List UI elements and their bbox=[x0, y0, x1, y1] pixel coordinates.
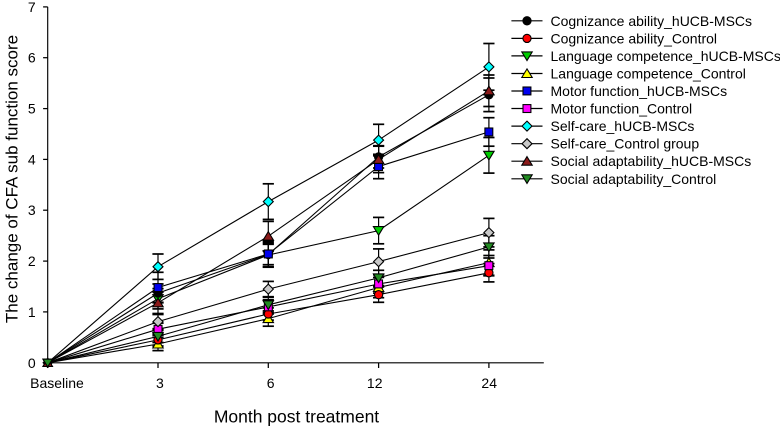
svg-text:Baseline: Baseline bbox=[30, 375, 84, 391]
svg-text:3: 3 bbox=[156, 375, 164, 391]
svg-text:Language competence_Control: Language competence_Control bbox=[551, 66, 746, 82]
svg-text:Cognizance ability_hUCB-MSCs: Cognizance ability_hUCB-MSCs bbox=[551, 13, 753, 29]
svg-text:The change of CFA sub function: The change of CFA sub function score bbox=[3, 35, 22, 323]
svg-text:4: 4 bbox=[28, 151, 36, 167]
svg-text:1: 1 bbox=[28, 304, 36, 320]
svg-text:Cognizance ability_Control: Cognizance ability_Control bbox=[551, 30, 718, 46]
svg-text:5: 5 bbox=[28, 101, 36, 117]
svg-text:3: 3 bbox=[28, 202, 36, 218]
svg-text:Motor function_Control: Motor function_Control bbox=[551, 101, 693, 117]
svg-text:24: 24 bbox=[481, 375, 497, 391]
svg-text:0: 0 bbox=[28, 355, 36, 371]
svg-text:Month post treatment: Month post treatment bbox=[214, 407, 379, 426]
svg-text:Self-care_hUCB-MSCs: Self-care_hUCB-MSCs bbox=[551, 118, 695, 134]
svg-text:Social adaptability_Control: Social adaptability_Control bbox=[551, 171, 717, 187]
svg-text:Social adaptability_hUCB-MSCs: Social adaptability_hUCB-MSCs bbox=[551, 153, 752, 169]
svg-text:Self-care_Control group: Self-care_Control group bbox=[551, 136, 700, 152]
svg-text:2: 2 bbox=[28, 253, 36, 269]
svg-text:12: 12 bbox=[367, 375, 383, 391]
svg-text:6: 6 bbox=[267, 375, 275, 391]
svg-text:6: 6 bbox=[28, 50, 36, 66]
svg-text:Motor function_hUCB-MSCs: Motor function_hUCB-MSCs bbox=[551, 83, 728, 99]
svg-text:Language competence_hUCB-MSCs: Language competence_hUCB-MSCs bbox=[551, 48, 780, 64]
svg-text:7: 7 bbox=[28, 0, 36, 15]
